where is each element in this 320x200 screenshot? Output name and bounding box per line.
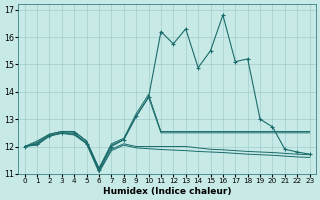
X-axis label: Humidex (Indice chaleur): Humidex (Indice chaleur) [103, 187, 231, 196]
